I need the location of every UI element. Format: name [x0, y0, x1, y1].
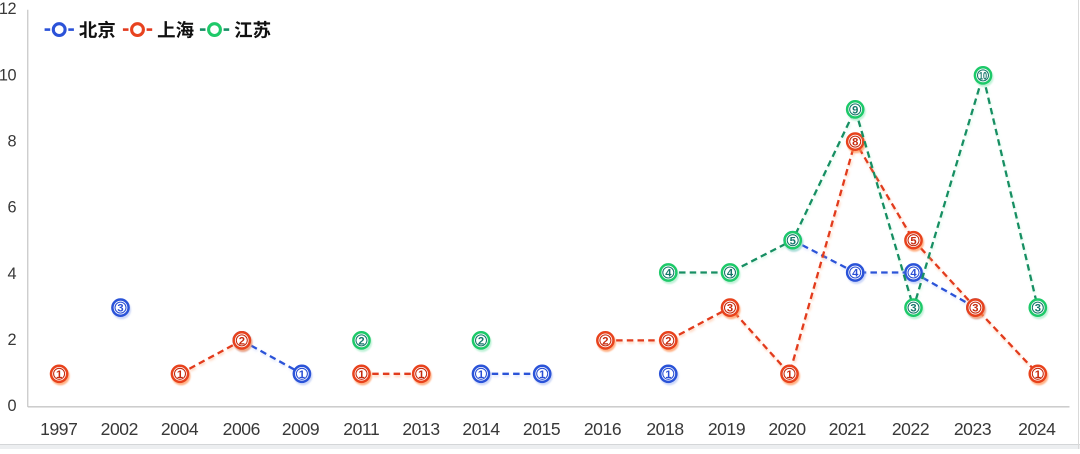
svg-text:2023: 2023	[954, 419, 991, 439]
svg-text:1: 1	[539, 369, 545, 381]
svg-text:1997: 1997	[40, 419, 77, 439]
svg-text:2: 2	[665, 336, 671, 348]
svg-text:4: 4	[665, 268, 672, 280]
svg-text:5: 5	[910, 235, 916, 247]
svg-text:2021: 2021	[829, 419, 866, 439]
svg-text:2: 2	[239, 336, 245, 348]
svg-text:1: 1	[358, 369, 364, 381]
svg-text:2: 2	[478, 336, 484, 348]
svg-text:5: 5	[790, 235, 796, 247]
svg-text:2018: 2018	[646, 419, 683, 439]
svg-text:3: 3	[972, 303, 978, 315]
svg-text:6: 6	[8, 199, 17, 217]
svg-text:2024: 2024	[1018, 419, 1056, 439]
svg-text:2: 2	[602, 336, 608, 348]
svg-text:10: 10	[0, 66, 17, 84]
svg-text:2011: 2011	[343, 419, 379, 439]
svg-text:2009: 2009	[282, 419, 319, 439]
svg-text:1: 1	[1035, 369, 1041, 381]
svg-text:3: 3	[910, 303, 916, 315]
svg-text:3: 3	[117, 303, 123, 315]
svg-text:2002: 2002	[101, 419, 138, 439]
svg-text:8: 8	[8, 133, 17, 151]
svg-text:12: 12	[0, 0, 17, 18]
svg-text:4: 4	[852, 268, 859, 280]
svg-text:4: 4	[727, 268, 734, 280]
svg-text:1: 1	[786, 369, 792, 381]
svg-text:1: 1	[299, 369, 305, 381]
svg-text:4: 4	[910, 268, 917, 280]
svg-text:2: 2	[358, 336, 364, 348]
svg-text:2020: 2020	[768, 419, 806, 439]
svg-text:0: 0	[8, 397, 17, 415]
svg-text:9: 9	[852, 105, 858, 117]
svg-text:3: 3	[727, 303, 733, 315]
svg-text:1: 1	[56, 369, 62, 381]
svg-text:2006: 2006	[223, 419, 260, 439]
svg-text:10: 10	[979, 70, 987, 82]
svg-text:2016: 2016	[584, 419, 621, 439]
svg-text:2013: 2013	[402, 419, 439, 439]
svg-text:8: 8	[852, 137, 858, 149]
svg-text:4: 4	[8, 265, 17, 283]
svg-text:1: 1	[177, 369, 183, 381]
svg-text:1: 1	[418, 369, 424, 381]
svg-text:2015: 2015	[523, 419, 560, 439]
svg-text:3: 3	[1035, 303, 1041, 315]
svg-text:1: 1	[665, 369, 671, 381]
svg-text:2019: 2019	[708, 419, 745, 439]
svg-text:2022: 2022	[892, 419, 929, 439]
svg-text:2004: 2004	[161, 419, 199, 439]
svg-text:2014: 2014	[462, 419, 500, 439]
svg-text:1: 1	[478, 369, 484, 381]
svg-text:2: 2	[8, 331, 17, 349]
